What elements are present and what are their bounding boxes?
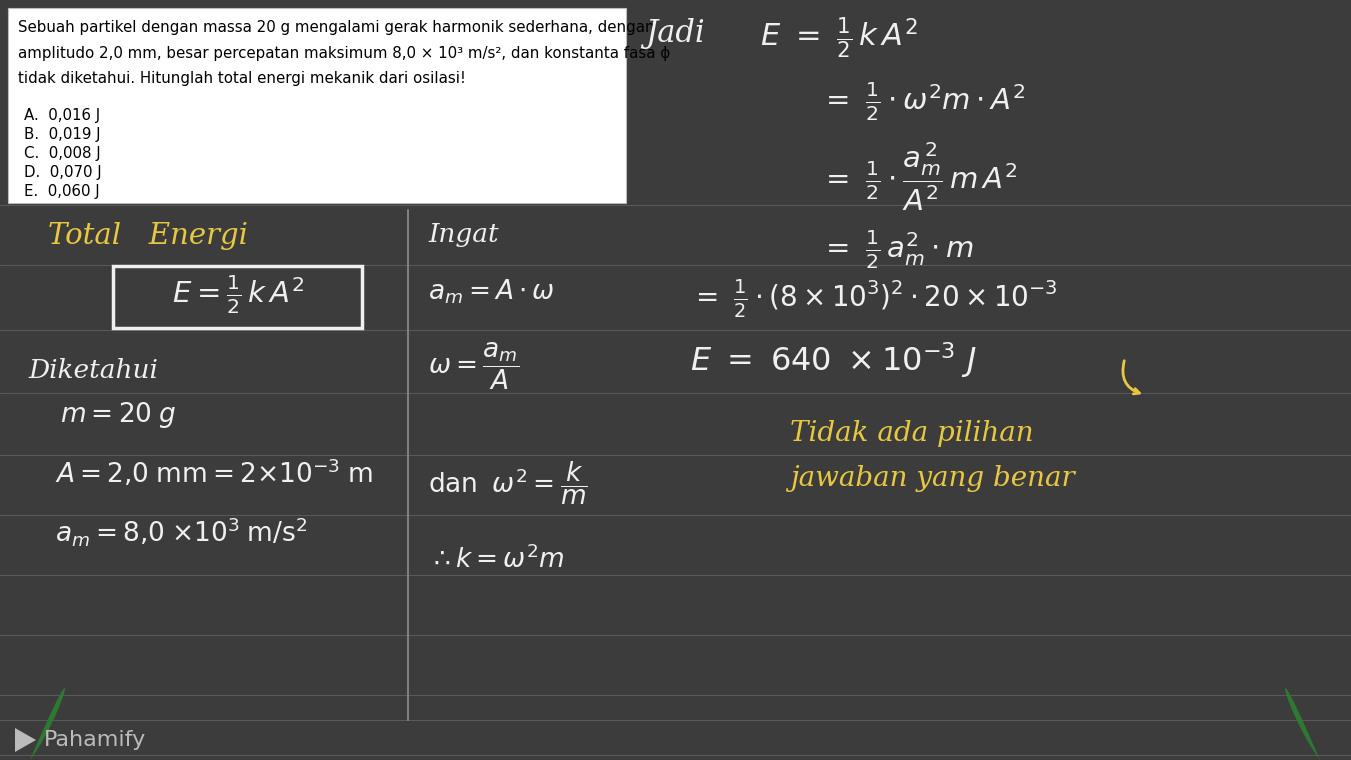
Text: tidak diketahui. Hitunglah total energi mekanik dari osilasi!: tidak diketahui. Hitunglah total energi … (18, 71, 466, 86)
Polygon shape (1285, 688, 1320, 760)
Text: Sebuah partikel dengan massa 20 g mengalami gerak harmonik sederhana, dengan: Sebuah partikel dengan massa 20 g mengal… (18, 20, 655, 35)
Text: $= \ \frac{1}{2} \, a_m^2 \cdot m$: $= \ \frac{1}{2} \, a_m^2 \cdot m$ (820, 228, 974, 271)
Polygon shape (30, 688, 65, 760)
Text: C.  0,008 J: C. 0,008 J (24, 146, 100, 161)
Polygon shape (1277, 695, 1320, 760)
FancyBboxPatch shape (8, 8, 626, 203)
Text: $E = \frac{1}{2} \, k \, A^2$: $E = \frac{1}{2} \, k \, A^2$ (172, 273, 304, 315)
Text: B.  0,019 J: B. 0,019 J (24, 127, 100, 142)
Polygon shape (15, 728, 36, 752)
Text: A.  0,016 J: A. 0,016 J (24, 108, 100, 123)
Text: amplitudo 2,0 mm, besar percepatan maksimum 8,0 × 10³ m/s², dan konstanta fasa ϕ: amplitudo 2,0 mm, besar percepatan maksi… (18, 46, 670, 61)
Text: $= \ \frac{1}{2} \cdot \omega^2 m \cdot A^2$: $= \ \frac{1}{2} \cdot \omega^2 m \cdot … (820, 80, 1025, 122)
Text: Pahamify: Pahamify (45, 730, 146, 750)
Text: $\therefore k = \omega^2 m$: $\therefore k = \omega^2 m$ (428, 545, 565, 574)
Text: jawaban yang benar: jawaban yang benar (790, 465, 1075, 492)
Text: $\mathrm{dan} \;\; \omega^2 = \dfrac{k}{m}$: $\mathrm{dan} \;\; \omega^2 = \dfrac{k}{… (428, 460, 588, 507)
Text: $= \ \frac{1}{2} \cdot (8 \times 10^3)^2 \cdot 20 \times 10^{-3}$: $= \ \frac{1}{2} \cdot (8 \times 10^3)^2… (690, 278, 1058, 320)
Text: $m = 20 \; g$: $m = 20 \; g$ (59, 400, 177, 430)
Text: Ingat: Ingat (428, 222, 499, 247)
Polygon shape (30, 695, 74, 760)
Text: Jadi: Jadi (644, 18, 705, 49)
Text: $a_m = A \cdot \omega$: $a_m = A \cdot \omega$ (428, 278, 555, 306)
Text: Tidak ada pilihan: Tidak ada pilihan (790, 420, 1034, 447)
Text: $= \ \frac{1}{2} \cdot \dfrac{a_m^{\,2}}{A^2} \, m \, A^2$: $= \ \frac{1}{2} \cdot \dfrac{a_m^{\,2}}… (820, 140, 1017, 213)
Text: D.  0,070 J: D. 0,070 J (24, 165, 101, 180)
Text: $a_m = 8{,}0 \; {\times} 10^{3} \; \mathrm{m/s^2}$: $a_m = 8{,}0 \; {\times} 10^{3} \; \math… (55, 515, 308, 548)
Text: $A = 2{,}0 \; \mathrm{mm} = 2{\times}10^{-3} \; \mathrm{m}$: $A = 2{,}0 \; \mathrm{mm} = 2{\times}10^… (55, 458, 373, 489)
Text: $E \ = \ 640 \ \times 10^{-3} \ J$: $E \ = \ 640 \ \times 10^{-3} \ J$ (690, 340, 977, 380)
Text: $\omega = \dfrac{a_m}{A}$: $\omega = \dfrac{a_m}{A}$ (428, 340, 519, 391)
Text: $E \ = \ \frac{1}{2} \, k \, A^2$: $E \ = \ \frac{1}{2} \, k \, A^2$ (761, 15, 917, 61)
Text: E.  0,060 J: E. 0,060 J (24, 184, 100, 199)
Text: Diketahui: Diketahui (28, 358, 158, 383)
Text: Total   Energi: Total Energi (49, 222, 249, 250)
